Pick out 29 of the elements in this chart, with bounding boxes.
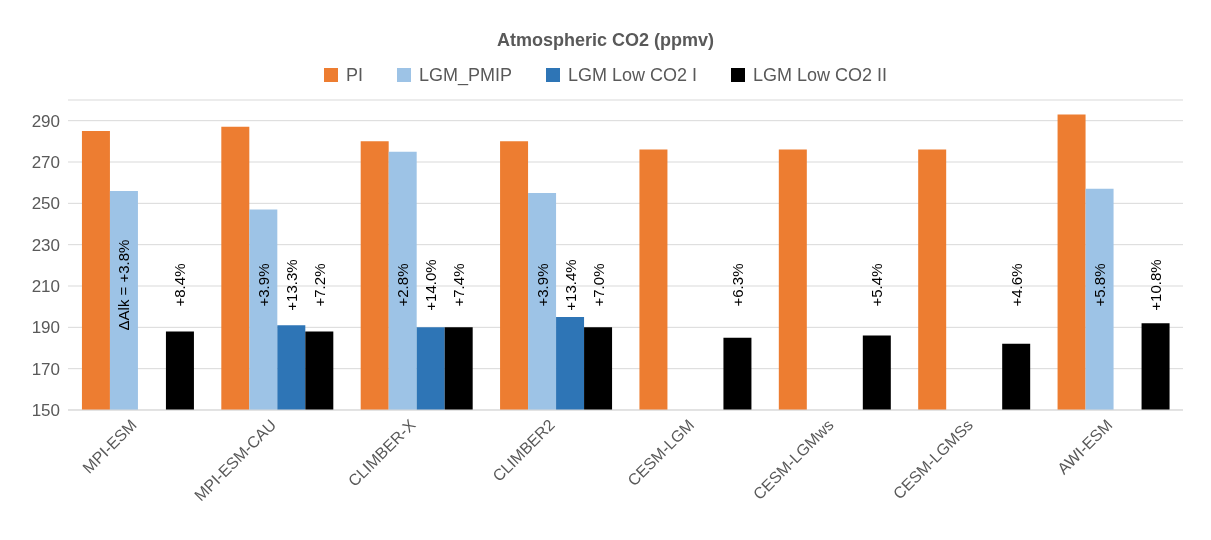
legend-label: PI bbox=[345, 64, 363, 86]
y-tick-label: 290 bbox=[31, 111, 60, 131]
annotation: +10.8% bbox=[1147, 259, 1165, 311]
y-tick-label: 250 bbox=[31, 194, 60, 214]
annotation: ΔAlk = +3.8% bbox=[115, 239, 133, 331]
annotation: +2.8% bbox=[394, 263, 412, 307]
legend-label: LGM Low CO2 I bbox=[567, 64, 698, 86]
y-tick-label: 170 bbox=[31, 359, 60, 379]
annotation: +7.2% bbox=[310, 263, 328, 307]
y-tick-label: 150 bbox=[31, 401, 60, 421]
annotation: +13.4% bbox=[561, 259, 579, 311]
y-tick-label: 270 bbox=[31, 153, 60, 173]
annotation: +7.0% bbox=[589, 263, 607, 307]
legend-label: LGM_PMIP bbox=[418, 64, 512, 86]
annotation: +6.3% bbox=[728, 263, 746, 307]
legend-label: LGM Low CO2 II bbox=[753, 64, 888, 86]
annotation: +13.3% bbox=[282, 259, 300, 311]
annotation: +3.9% bbox=[533, 263, 551, 307]
annotation: +5.4% bbox=[868, 263, 886, 307]
annotation: +5.8% bbox=[1091, 263, 1109, 307]
y-tick-label: 190 bbox=[31, 318, 60, 338]
annotation: +14.0% bbox=[422, 259, 440, 311]
annotation: +4.6% bbox=[1007, 263, 1025, 307]
y-tick-label: 210 bbox=[31, 277, 60, 297]
annotation: +8.4% bbox=[171, 263, 189, 307]
annotation: +3.9% bbox=[254, 263, 272, 307]
y-tick-label: 230 bbox=[31, 235, 60, 255]
annotation: +7.4% bbox=[450, 263, 468, 307]
chart-title: Atmospheric CO2 (ppmv) bbox=[496, 29, 715, 52]
